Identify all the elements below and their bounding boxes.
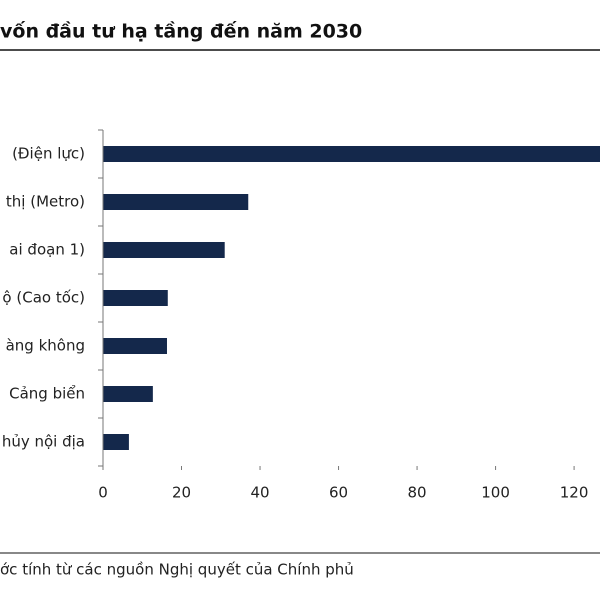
x-tick-label: 20 <box>172 484 191 502</box>
source: ớc tính từ các nguồn Nghị quyết của Chín… <box>0 561 354 579</box>
chart-title: vốn đầu tư hạ tầng đến năm 2030 <box>0 20 362 43</box>
x-tick-label: 60 <box>329 484 348 502</box>
x-tick-label: 100 <box>481 484 510 502</box>
bar <box>103 386 153 402</box>
bar <box>103 338 167 354</box>
bar <box>103 146 600 162</box>
y-tick-label: thị (Metro) <box>6 193 85 211</box>
y-tick-label: àng không <box>6 337 85 355</box>
bar <box>103 290 168 306</box>
y-tick-label: ộ (Cao tốc) <box>2 289 85 307</box>
y-tick-label: hủy nội địa <box>2 433 85 451</box>
bar <box>103 242 225 258</box>
x-tick-label: 80 <box>408 484 427 502</box>
y-tick-label: (Điện lực) <box>12 145 85 163</box>
x-tick-label: 120 <box>560 484 589 502</box>
y-tick-label: Cảng biển <box>9 385 85 403</box>
x-tick-label: 0 <box>98 484 108 502</box>
y-tick-label: ai đoạn 1) <box>9 241 85 259</box>
bar <box>103 194 249 210</box>
x-tick-label: 40 <box>250 484 269 502</box>
bar <box>103 434 129 450</box>
